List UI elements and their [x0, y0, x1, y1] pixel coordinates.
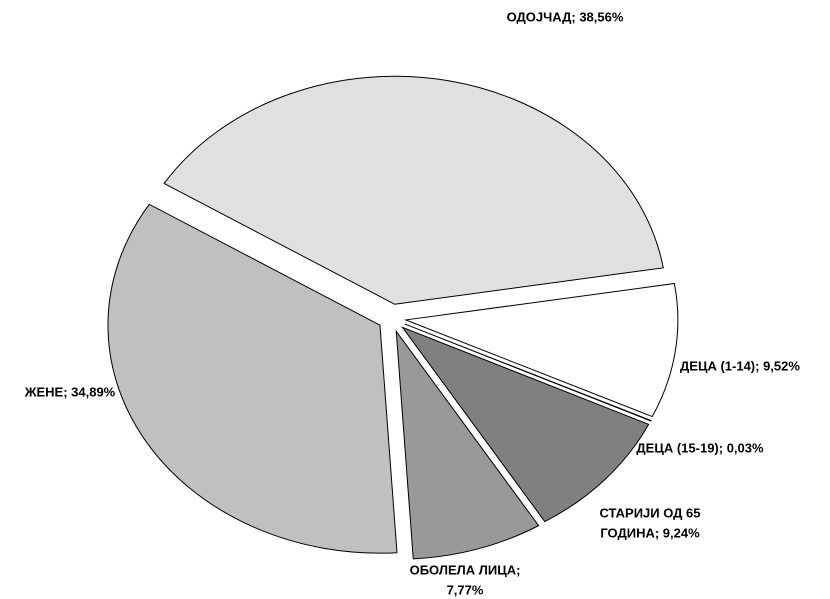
slice-label: ДЕЦА (15-19); 0,03% [636, 440, 764, 455]
slice-label: ОДОЈЧАД; 38,56% [507, 9, 624, 24]
slice-label: ЖЕНЕ; 34,89% [24, 384, 116, 399]
pie-slice [395, 329, 540, 560]
pie-slice [107, 203, 398, 554]
slice-label: СТАРИЈИ ОД 65 [599, 505, 700, 520]
pie-slice [163, 75, 664, 305]
pie-slice [401, 326, 650, 523]
slice-label: ДЕЦА (1-14); 9,52% [680, 358, 800, 373]
pie-slice [403, 282, 679, 418]
pie-slice [404, 323, 652, 422]
slice-label: ОБОЛЕЛА ЛИЦА; [410, 562, 521, 577]
slice-label: 7,77% [447, 582, 484, 597]
slice-label: ГОДИНА; 9,24% [600, 525, 700, 540]
